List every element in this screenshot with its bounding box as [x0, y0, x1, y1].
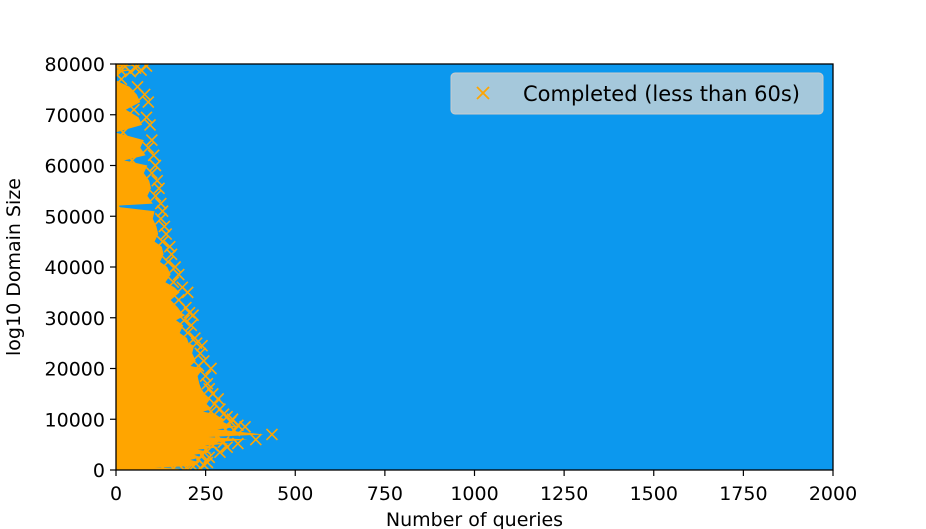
x-tick-label: 1000	[450, 483, 498, 505]
data-point-x-marker	[221, 441, 234, 454]
data-point-x-marker	[192, 359, 205, 373]
x-tick-label: 1250	[540, 483, 588, 505]
data-point-x-marker	[165, 248, 178, 261]
data-point-x-marker	[231, 437, 244, 450]
data-point-x-marker	[178, 463, 191, 470]
y-tick-label: 80000	[45, 54, 105, 76]
data-point-x-marker	[185, 319, 198, 332]
data-point-x-marker	[224, 415, 237, 428]
data-point-x-marker	[142, 141, 155, 154]
data-point-x-marker	[172, 268, 185, 281]
data-point-x-marker	[199, 370, 212, 383]
data-density-region	[116, 64, 264, 470]
data-point-x-marker	[143, 118, 157, 131]
data-point-x-marker	[217, 436, 230, 449]
data-point-x-marker	[204, 405, 218, 418]
data-point-x-marker	[187, 460, 200, 470]
data-point-x-marker	[178, 314, 191, 327]
data-point-x-marker	[156, 235, 169, 248]
data-point-x-marker	[203, 382, 216, 395]
data-point-x-marker	[145, 134, 158, 147]
data-point-x-marker	[152, 182, 166, 195]
data-point-x-marker	[213, 446, 227, 459]
data-point-x-marker	[116, 64, 126, 76]
data-point-x-marker	[163, 240, 176, 253]
data-point-x-marker	[167, 462, 180, 470]
x-tick-label: 1750	[719, 483, 767, 505]
legend-marker	[476, 86, 490, 100]
x-tick-label: 750	[367, 483, 403, 505]
data-point-x-marker	[265, 428, 279, 441]
plot-background	[116, 64, 833, 470]
data-point-x-marker	[140, 111, 153, 124]
x-tick-label: 0	[110, 483, 122, 505]
data-point-x-marker	[167, 276, 180, 289]
data-point-x-marker	[204, 362, 218, 375]
data-point-x-marker	[249, 433, 262, 446]
y-tick-label: 50000	[45, 206, 105, 228]
data-point-x-marker	[154, 197, 167, 210]
series-completed	[116, 64, 279, 470]
data-point-x-marker	[127, 103, 140, 116]
data-point-x-marker	[231, 419, 244, 432]
data-point-x-marker	[212, 392, 225, 406]
y-tick-label: 10000	[45, 409, 105, 431]
x-axis-title: Number of queries	[386, 509, 563, 529]
data-point-x-marker	[161, 255, 175, 268]
data-point-x-marker	[116, 200, 124, 213]
data-point-x-marker	[154, 212, 167, 225]
data-point-x-marker	[169, 260, 182, 274]
x-tick-label: 2000	[809, 483, 857, 505]
y-axis: 0 10000 20000 30000 40000 50000 60000 70000 8000…	[45, 54, 116, 482]
data-point-x-marker	[199, 443, 212, 456]
data-point-x-marker	[194, 347, 207, 360]
data-point-x-marker	[151, 174, 164, 187]
data-point-x-marker	[187, 309, 200, 322]
x-tick-label: 250	[187, 483, 223, 505]
data-point-x-marker	[149, 159, 162, 172]
y-axis-title: log10 Domain Size	[3, 178, 25, 356]
y-tick-label: 0	[93, 460, 105, 482]
data-point-x-marker	[195, 448, 209, 461]
data-point-x-marker	[135, 64, 148, 77]
data-point-x-marker	[116, 73, 128, 86]
y-tick-label: 70000	[45, 105, 105, 127]
data-point-x-marker	[181, 326, 194, 340]
data-point-x-marker	[181, 286, 194, 299]
data-point-x-marker	[210, 430, 223, 444]
data-point-x-marker	[156, 461, 169, 470]
data-point-x-marker	[145, 167, 158, 180]
legend: Completed (less than 60s)	[450, 72, 824, 115]
data-point-x-marker	[158, 220, 171, 233]
data-point-x-marker	[142, 95, 155, 109]
data-point-x-marker	[228, 424, 241, 437]
data-point-x-marker	[149, 189, 162, 203]
data-point-x-marker	[194, 461, 207, 470]
data-point-x-marker	[195, 339, 209, 352]
y-tick-label: 20000	[45, 359, 105, 381]
legend-label: Completed (less than 60s)	[523, 82, 800, 106]
data-point-x-marker	[126, 154, 139, 167]
x-tick-label: 500	[277, 483, 313, 505]
data-point-x-marker	[147, 149, 160, 162]
data-point-x-marker	[117, 126, 130, 139]
data-point-x-marker	[138, 88, 151, 101]
data-point-x-marker	[160, 227, 173, 241]
data-point-x-marker	[181, 462, 194, 470]
data-point-x-marker	[156, 205, 169, 218]
data-point-x-marker	[140, 64, 153, 73]
y-tick-label: 60000	[45, 156, 105, 178]
data-point-x-marker	[238, 420, 252, 433]
y-tick-label: 30000	[45, 308, 105, 330]
x-axis: 0 250 500 750 1000 1250 1500 1750 2000	[110, 470, 857, 505]
legend-x-marker	[476, 86, 490, 100]
x-tick-label: 1500	[630, 483, 678, 505]
data-point-x-marker	[124, 65, 137, 78]
y-tick-label: 40000	[45, 257, 105, 279]
legend-box	[450, 72, 824, 115]
series-completed-density	[116, 64, 264, 470]
